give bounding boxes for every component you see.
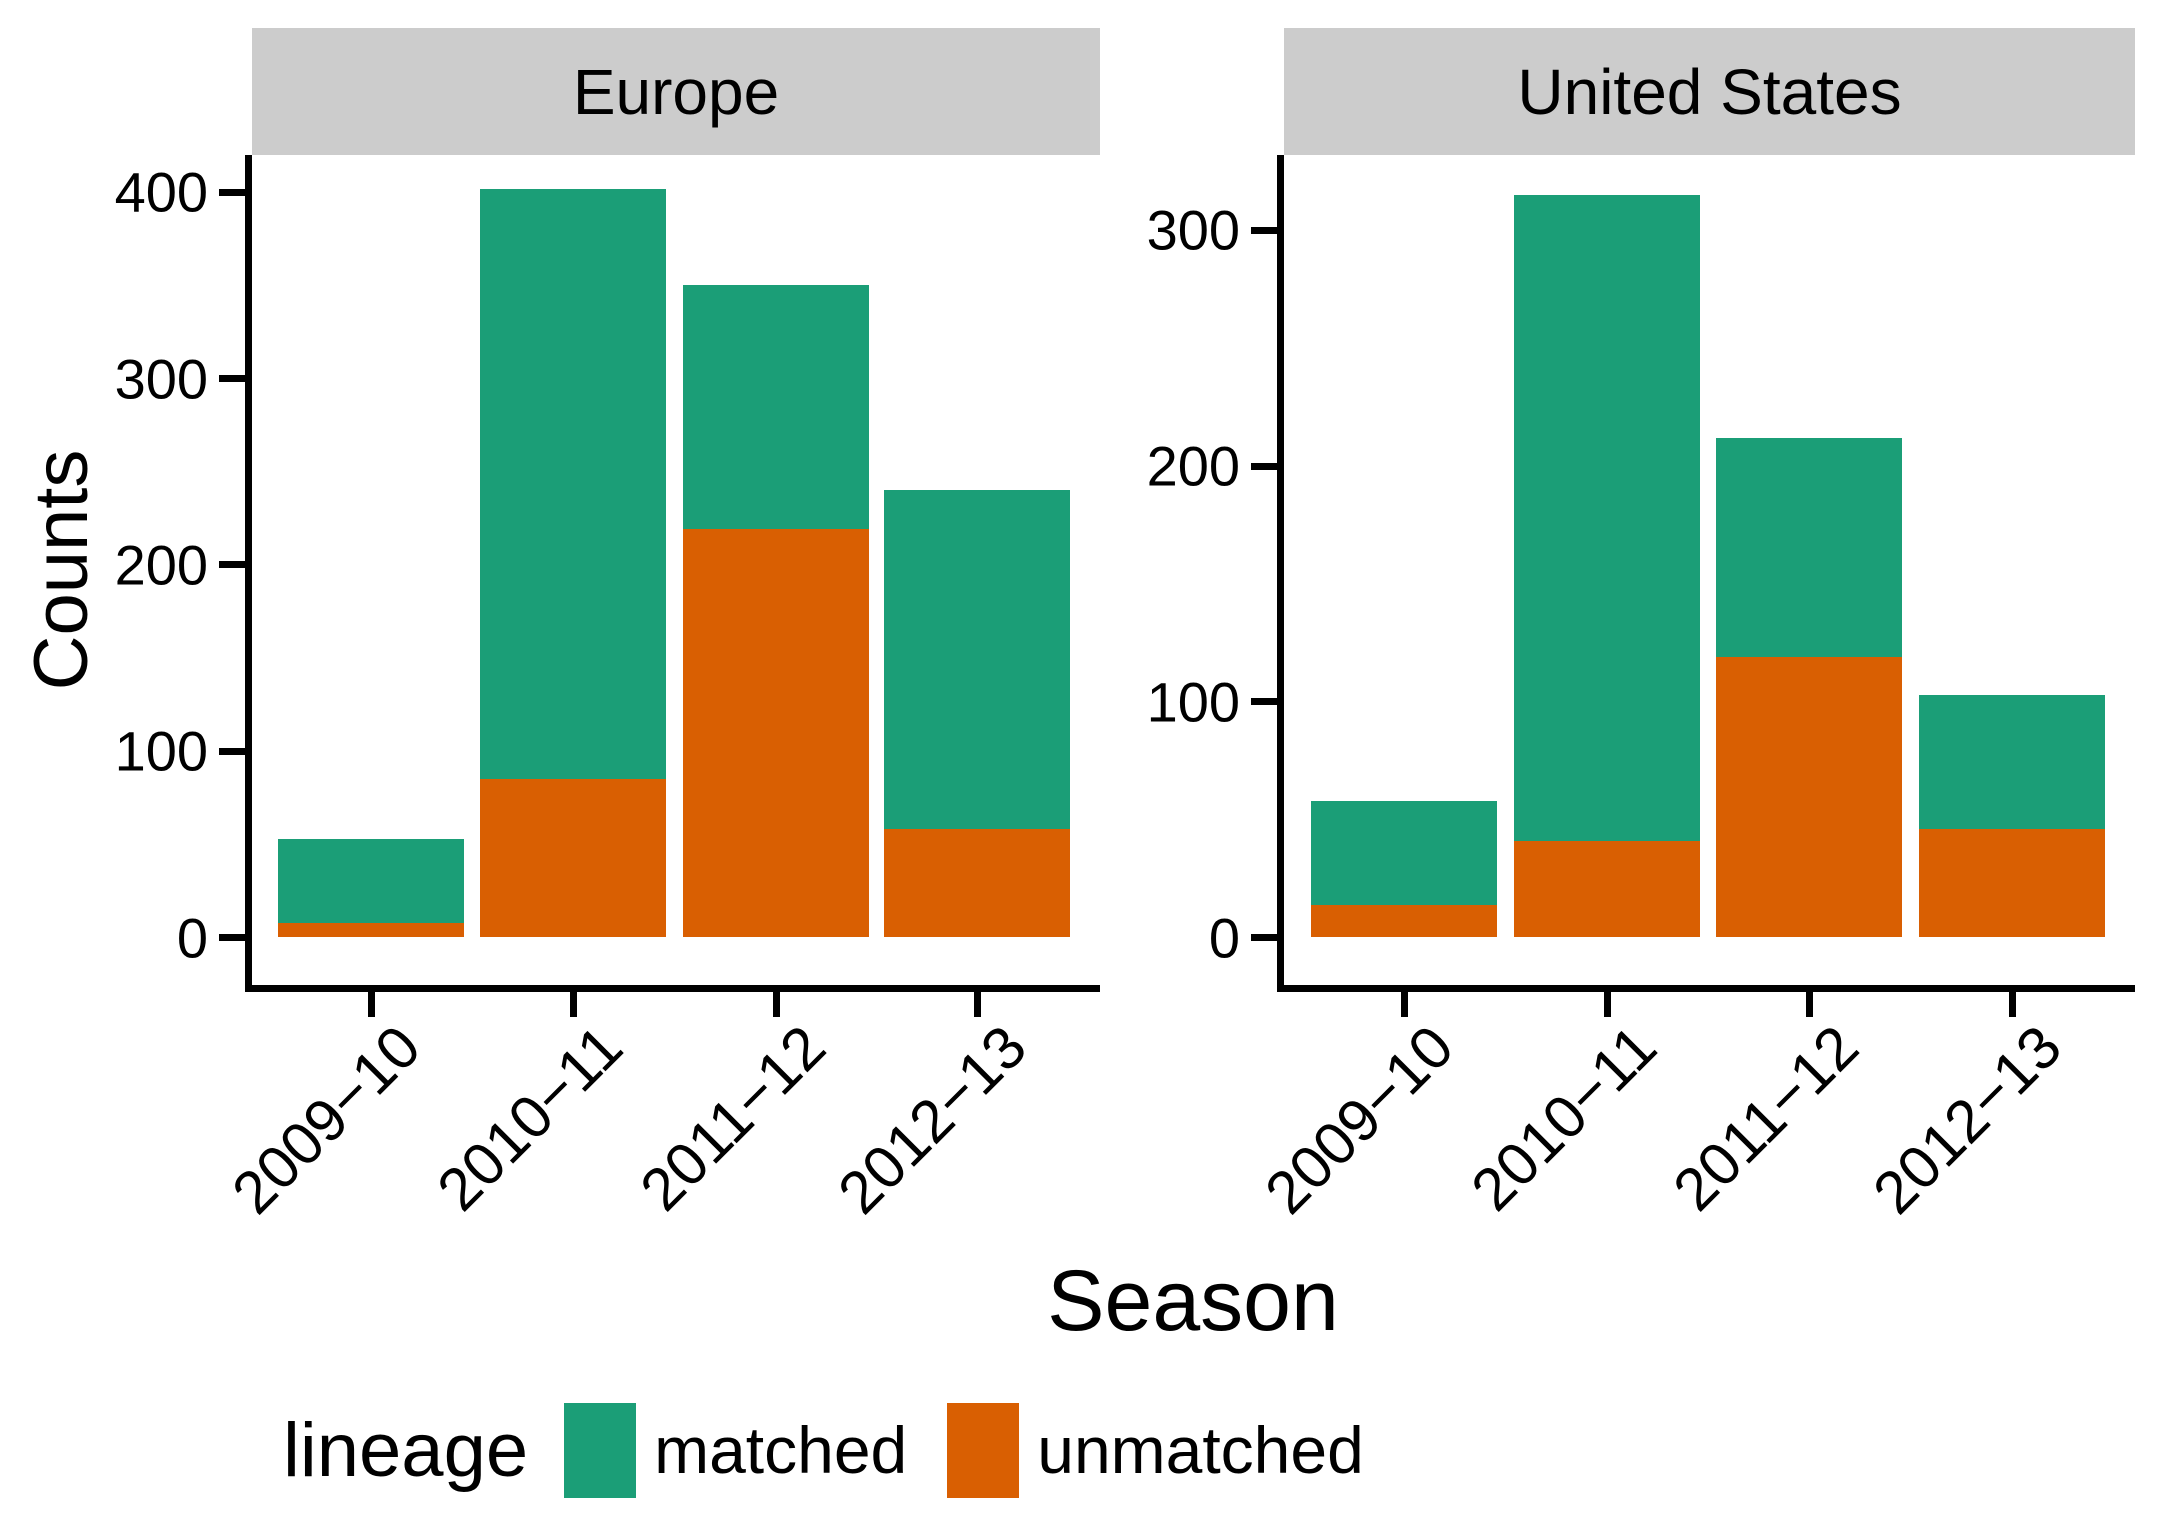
facet-strip-europe-label: Europe [572, 55, 780, 128]
y-tick-label-europe-300: 300 [114, 347, 208, 411]
legend-key-matched-swatch [564, 1402, 637, 1498]
x-tick-mark-united-states-0 [1400, 992, 1408, 1017]
legend-label-unmatched: unmatched [1037, 1413, 1364, 1487]
y-tick-label-united-states-300: 300 [1146, 198, 1240, 262]
bar-segment-matched-europe-2 [683, 285, 869, 530]
x-tick-mark-europe-0 [367, 992, 375, 1017]
bar-segment-unmatched-united-states-0 [1311, 904, 1497, 938]
y-axis-line-united-states [1277, 155, 1284, 992]
bar-segment-matched-united-states-3 [1919, 694, 2105, 830]
y-tick-label-europe-100: 100 [114, 719, 208, 783]
x-tick-mark-united-states-2 [1805, 992, 1813, 1017]
y-tick-label-united-states-0: 0 [1208, 906, 1240, 969]
legend-title: lineage [283, 1407, 529, 1493]
bar-segment-unmatched-europe-3 [884, 829, 1070, 938]
y-tick-label-united-states-200: 200 [1146, 434, 1240, 498]
y-tick-mark-united-states-200 [1251, 462, 1277, 470]
y-tick-label-europe-400: 400 [114, 160, 208, 224]
y-tick-label-united-states-100: 100 [1146, 670, 1240, 734]
bar-segment-unmatched-europe-1 [480, 779, 666, 938]
bar-segment-matched-united-states-0 [1311, 800, 1497, 905]
x-axis-title: Season [1047, 1253, 1339, 1349]
facet-strip-europe: Europe [252, 28, 1100, 155]
y-tick-mark-europe-200 [219, 561, 245, 569]
y-tick-mark-europe-400 [219, 188, 245, 196]
bar-segment-matched-europe-0 [278, 838, 464, 923]
x-tick-mark-europe-3 [973, 992, 981, 1017]
y-tick-mark-united-states-100 [1251, 698, 1277, 706]
x-tick-mark-europe-2 [772, 992, 780, 1017]
facet-strip-united-states-label: United States [1517, 55, 1902, 128]
y-tick-mark-europe-100 [219, 747, 245, 755]
x-axis-line-united-states [1277, 985, 2135, 992]
y-tick-mark-europe-300 [219, 375, 245, 383]
facet-strip-united-states: United States [1284, 28, 2135, 155]
y-tick-label-europe-200: 200 [114, 533, 208, 597]
bar-segment-unmatched-united-states-2 [1716, 657, 1902, 938]
y-tick-mark-united-states-300 [1251, 226, 1277, 234]
legend-key-unmatched-swatch [947, 1402, 1020, 1498]
bar-segment-matched-united-states-1 [1514, 195, 1700, 841]
bar-segment-matched-united-states-2 [1716, 437, 1902, 658]
bar-segment-unmatched-united-states-1 [1514, 840, 1700, 938]
y-tick-mark-europe-0 [219, 934, 245, 941]
x-tick-mark-united-states-1 [1603, 992, 1611, 1017]
y-tick-label-europe-0: 0 [176, 906, 208, 969]
bar-segment-unmatched-united-states-3 [1919, 829, 2105, 938]
bar-segment-matched-europe-1 [480, 188, 666, 780]
legend-label-matched: matched [654, 1413, 908, 1487]
x-axis-line-europe [245, 985, 1100, 992]
bar-segment-unmatched-europe-0 [278, 922, 464, 938]
y-axis-line-europe [245, 155, 252, 992]
bar-segment-unmatched-europe-2 [683, 529, 869, 938]
x-tick-mark-united-states-3 [2008, 992, 2016, 1017]
y-tick-mark-united-states-0 [1251, 934, 1277, 941]
legend: lineage matched unmatched [283, 1395, 1404, 1505]
x-tick-mark-europe-1 [569, 992, 577, 1017]
bar-segment-matched-europe-3 [884, 490, 1070, 830]
